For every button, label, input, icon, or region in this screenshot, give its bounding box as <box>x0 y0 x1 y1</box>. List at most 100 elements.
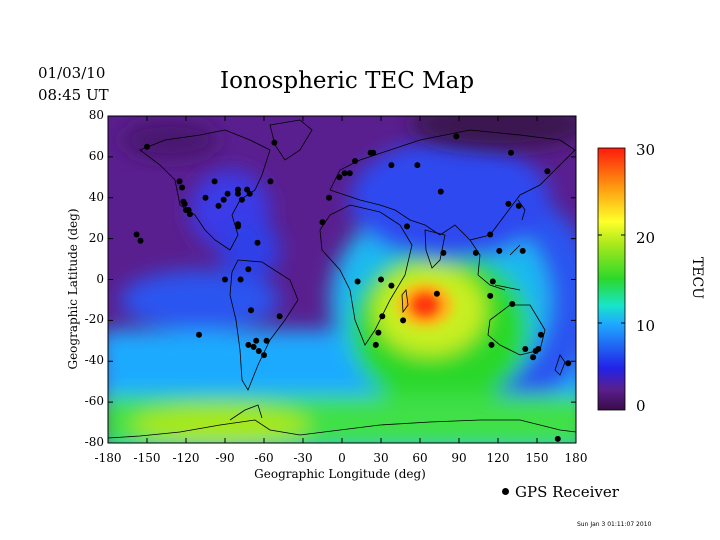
gps-receiver-19 <box>133 231 140 238</box>
y-tick-label-40: 40 <box>88 189 104 204</box>
gps-receiver-38 <box>336 174 343 181</box>
gps-receiver-29 <box>253 337 260 344</box>
gps-receiver-8 <box>211 178 218 185</box>
y-tick-label--40: -40 <box>84 353 104 368</box>
x-tick-label--120: -120 <box>172 451 200 465</box>
gps-receiver-30 <box>245 341 252 348</box>
tec-field <box>108 116 576 443</box>
gps-receiver-33 <box>261 352 267 359</box>
gps-receiver-41 <box>352 158 358 164</box>
gps-receiver-54 <box>388 282 395 289</box>
x-tick-label--90: -90 <box>215 451 235 465</box>
x-tick-label-30: 30 <box>373 451 389 465</box>
colorbar-title: TECU <box>689 256 705 300</box>
x-tick-label-90: 90 <box>451 451 467 465</box>
y-tick-label-60: 60 <box>88 148 104 163</box>
gps-receiver-48 <box>508 149 514 156</box>
gps-receiver-28 <box>248 307 254 314</box>
y-tick-label--20: -20 <box>84 312 104 327</box>
x-tick-label--30: -30 <box>293 451 313 465</box>
gps-receiver-49 <box>544 168 551 175</box>
gps-receiver-23 <box>235 221 241 228</box>
gps-receiver-53 <box>378 276 384 283</box>
gps-receiver-36 <box>196 331 202 338</box>
gps-receiver-71 <box>522 346 529 352</box>
x-tick-label--60: -60 <box>254 451 274 465</box>
x-tick-label-60: 60 <box>412 451 428 465</box>
gps-receiver-69 <box>488 341 495 348</box>
gps-receiver-64 <box>496 247 503 254</box>
colorbar-tick-10: 10 <box>636 317 656 335</box>
colorbar-tick-30: 30 <box>636 141 656 159</box>
gps-receiver-13 <box>235 190 241 197</box>
gps-receiver-32 <box>255 348 262 354</box>
legend: GPS Receiver <box>502 483 619 501</box>
gps-receiver-24 <box>254 239 261 246</box>
gps-receiver-59 <box>433 290 440 297</box>
gps-receiver-21 <box>186 211 193 218</box>
gps-receiver-44 <box>388 162 395 169</box>
gps-receiver-26 <box>237 276 244 283</box>
gps-receiver-43 <box>370 149 377 156</box>
gps-receiver-35 <box>276 313 283 320</box>
gps-receiver-7 <box>202 194 209 201</box>
y-tick-label-80: 80 <box>88 108 104 122</box>
gps-receiver-45 <box>414 162 421 169</box>
x-tick-label-150: 150 <box>525 451 549 465</box>
colorbar-tick-20: 20 <box>636 229 656 247</box>
gps-receiver-75 <box>537 331 544 338</box>
gps-receiver-2 <box>179 184 186 191</box>
x-tick-label--150: -150 <box>133 451 161 465</box>
gps-receiver-17 <box>267 178 274 185</box>
gps-receiver-60 <box>440 249 447 256</box>
gps-receiver-62 <box>472 249 479 256</box>
gps-receiver-76 <box>565 360 572 367</box>
gps-receiver-27 <box>245 266 252 273</box>
gps-receiver-61 <box>489 278 496 285</box>
gps-receiver-marker-icon <box>502 487 509 495</box>
gps-receiver-52 <box>354 278 361 285</box>
gps-receiver-66 <box>515 202 522 209</box>
y-tick-label--60: -60 <box>84 394 104 409</box>
gps-receiver-70 <box>509 301 516 307</box>
gps-receiver-11 <box>224 190 231 197</box>
colorbar <box>597 147 626 411</box>
y-tick-label-20: 20 <box>88 230 104 245</box>
gps-receiver-20 <box>137 237 144 244</box>
gps-receiver-12 <box>235 186 241 193</box>
gps-receiver-50 <box>319 219 326 226</box>
gps-receiver-63 <box>487 231 494 238</box>
gps-receiver-31 <box>250 343 257 350</box>
legend-label: GPS Receiver <box>515 483 619 501</box>
gps-receiver-58 <box>400 317 407 324</box>
gps-receiver-16 <box>246 190 253 197</box>
gps-receiver-4 <box>181 200 188 207</box>
gps-receiver-73 <box>530 354 537 361</box>
timestamp-stamp: Sun Jan 3 01:11:07 2010 <box>577 521 652 528</box>
gps-receiver-67 <box>505 200 512 207</box>
gps-receiver-40 <box>346 170 353 177</box>
time-label: 08:45 UT <box>38 86 109 104</box>
gps-receiver-25 <box>222 276 228 283</box>
gps-receiver-39 <box>341 170 348 177</box>
gps-receiver-34 <box>263 337 270 344</box>
gps-receiver-18 <box>271 139 278 146</box>
gps-receiver-56 <box>375 329 382 336</box>
gps-receiver-77 <box>554 435 561 442</box>
gps-receiver-9 <box>215 202 222 209</box>
gps-receiver-46 <box>437 188 444 195</box>
gps-receiver-37 <box>326 194 332 201</box>
gps-receivers <box>133 133 572 442</box>
gps-receiver-68 <box>487 292 494 299</box>
chart-title: Ionospheric TEC Map <box>220 68 475 94</box>
gps-receiver-0 <box>144 143 150 150</box>
x-tick-label-0: 0 <box>338 451 346 465</box>
gps-receiver-55 <box>379 313 386 320</box>
colorbar-ticks <box>598 234 625 324</box>
x-tick-label--180: -180 <box>94 451 122 465</box>
x-tick-label-180: 180 <box>564 451 588 465</box>
y-tick-label--80: -80 <box>84 435 104 449</box>
x-tick-label-120: 120 <box>486 451 510 465</box>
gps-receiver-51 <box>404 223 410 230</box>
